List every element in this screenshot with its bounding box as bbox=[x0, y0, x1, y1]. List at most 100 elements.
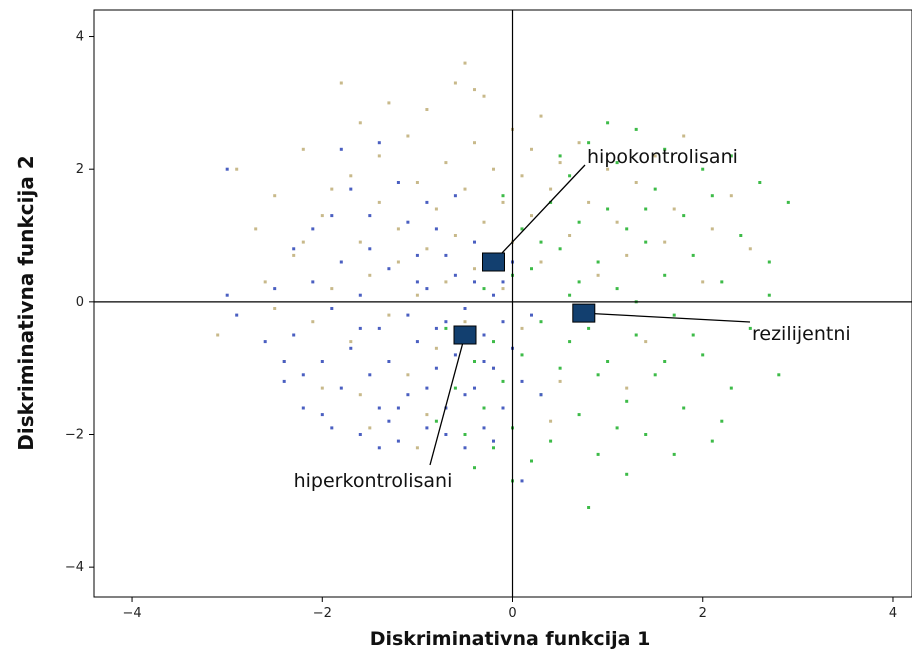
point-hiperkontrolisani bbox=[358, 326, 362, 330]
point-hiperkontrolisani bbox=[292, 247, 296, 251]
point-rezilijentni bbox=[492, 340, 495, 344]
point-rezilijentni bbox=[444, 326, 448, 330]
point-hipokontrolisani bbox=[235, 167, 239, 171]
point-hiperkontrolisani bbox=[225, 167, 229, 171]
point-hiperkontrolisani bbox=[530, 313, 533, 317]
point-hiperkontrolisani bbox=[463, 446, 467, 450]
y-axis-title: Diskriminativna funkcija 2 bbox=[14, 155, 38, 450]
point-hipokontrolisani bbox=[216, 333, 220, 337]
point-rezilijentni bbox=[729, 386, 733, 390]
point-hipokontrolisani bbox=[254, 227, 258, 231]
point-rezilijentni bbox=[577, 413, 581, 417]
point-hiperkontrolisani bbox=[463, 393, 467, 397]
point-hipokontrolisani bbox=[415, 446, 419, 450]
point-rezilijentni bbox=[520, 227, 524, 231]
point-hiperkontrolisani bbox=[320, 413, 324, 417]
point-hipokontrolisani bbox=[358, 393, 362, 397]
point-hiperkontrolisani bbox=[434, 326, 438, 330]
point-rezilijentni bbox=[482, 406, 486, 410]
point-rezilijentni bbox=[492, 446, 495, 450]
point-rezilijentni bbox=[729, 154, 733, 158]
point-hipokontrolisani bbox=[415, 181, 419, 184]
point-rezilijentni bbox=[596, 373, 600, 377]
point-hiperkontrolisani bbox=[444, 433, 448, 436]
point-hiperkontrolisani bbox=[453, 194, 457, 198]
point-hiperkontrolisani bbox=[425, 287, 429, 291]
point-hiperkontrolisani bbox=[396, 439, 400, 443]
point-hipokontrolisani bbox=[577, 141, 581, 145]
point-hipokontrolisani bbox=[558, 379, 562, 383]
point-hiperkontrolisani bbox=[434, 366, 438, 370]
point-rezilijentni bbox=[663, 273, 667, 277]
point-hiperkontrolisani bbox=[301, 373, 305, 377]
centroid-hipokontrolisani bbox=[482, 252, 505, 272]
point-hiperkontrolisani bbox=[492, 293, 495, 297]
point-hiperkontrolisani bbox=[473, 280, 476, 284]
callout-label-hipokontrolisani: hipokontrolisani bbox=[587, 146, 738, 168]
point-rezilijentni bbox=[577, 220, 581, 224]
point-rezilijentni bbox=[672, 313, 676, 317]
y-tick-label: 0 bbox=[76, 295, 84, 310]
point-rezilijentni bbox=[606, 360, 610, 363]
point-rezilijentni bbox=[710, 439, 714, 443]
point-rezilijentni bbox=[777, 373, 781, 377]
point-hipokontrolisani bbox=[530, 214, 533, 218]
point-rezilijentni bbox=[767, 293, 771, 297]
point-hiperkontrolisani bbox=[415, 340, 419, 344]
point-hipokontrolisani bbox=[606, 167, 610, 171]
point-hiperkontrolisani bbox=[482, 333, 486, 337]
point-rezilijentni bbox=[539, 320, 543, 324]
point-hipokontrolisani bbox=[520, 326, 524, 330]
point-hipokontrolisani bbox=[473, 267, 476, 271]
point-hipokontrolisani bbox=[434, 207, 438, 211]
point-hiperkontrolisani bbox=[339, 260, 343, 264]
point-hiperkontrolisani bbox=[358, 293, 362, 297]
point-rezilijentni bbox=[710, 194, 714, 198]
point-hiperkontrolisani bbox=[396, 181, 400, 184]
x-tick-label: 4 bbox=[889, 606, 897, 621]
point-hipokontrolisani bbox=[301, 240, 305, 244]
point-hiperkontrolisani bbox=[387, 267, 391, 271]
point-hiperkontrolisani bbox=[349, 346, 353, 350]
point-hiperkontrolisani bbox=[406, 313, 410, 317]
point-rezilijentni bbox=[568, 340, 572, 344]
point-hipokontrolisani bbox=[644, 340, 648, 344]
point-hipokontrolisani bbox=[377, 154, 381, 158]
y-tick-label: 2 bbox=[76, 162, 84, 177]
point-hiperkontrolisani bbox=[463, 307, 467, 310]
point-hiperkontrolisani bbox=[377, 326, 381, 330]
point-hiperkontrolisani bbox=[482, 360, 486, 363]
point-hipokontrolisani bbox=[396, 227, 400, 231]
point-hipokontrolisani bbox=[301, 147, 305, 151]
point-rezilijentni bbox=[748, 326, 752, 330]
point-hiperkontrolisani bbox=[501, 280, 505, 284]
point-hiperkontrolisani bbox=[339, 147, 343, 151]
callout-line-rezilijentni bbox=[583, 312, 751, 323]
point-hiperkontrolisani bbox=[311, 227, 315, 231]
point-rezilijentni bbox=[634, 333, 638, 337]
point-hipokontrolisani bbox=[558, 161, 562, 165]
point-hiperkontrolisani bbox=[406, 220, 410, 224]
point-rezilijentni bbox=[587, 506, 591, 509]
point-hiperkontrolisani bbox=[444, 253, 448, 257]
callout-label-hiperkontrolisani: hiperkontrolisani bbox=[294, 470, 453, 492]
point-hipokontrolisani bbox=[520, 174, 524, 178]
point-rezilijentni bbox=[758, 181, 762, 184]
point-rezilijentni bbox=[606, 121, 610, 125]
point-rezilijentni bbox=[501, 194, 505, 198]
plot-frame bbox=[93, 9, 912, 598]
point-rezilijentni bbox=[720, 419, 724, 423]
point-hipokontrolisani bbox=[368, 273, 372, 277]
scatter-points bbox=[216, 61, 790, 509]
centroid-hiperkontrolisani bbox=[453, 325, 477, 345]
point-rezilijentni bbox=[767, 260, 771, 264]
point-rezilijentni bbox=[549, 439, 553, 443]
point-hipokontrolisani bbox=[663, 240, 667, 244]
point-hiperkontrolisani bbox=[377, 406, 381, 410]
point-rezilijentni bbox=[482, 287, 486, 291]
point-hipokontrolisani bbox=[587, 200, 591, 204]
point-rezilijentni bbox=[625, 399, 629, 403]
point-hipokontrolisani bbox=[501, 200, 505, 204]
y-tick-label: 4 bbox=[76, 30, 84, 45]
point-hipokontrolisani bbox=[729, 194, 733, 198]
